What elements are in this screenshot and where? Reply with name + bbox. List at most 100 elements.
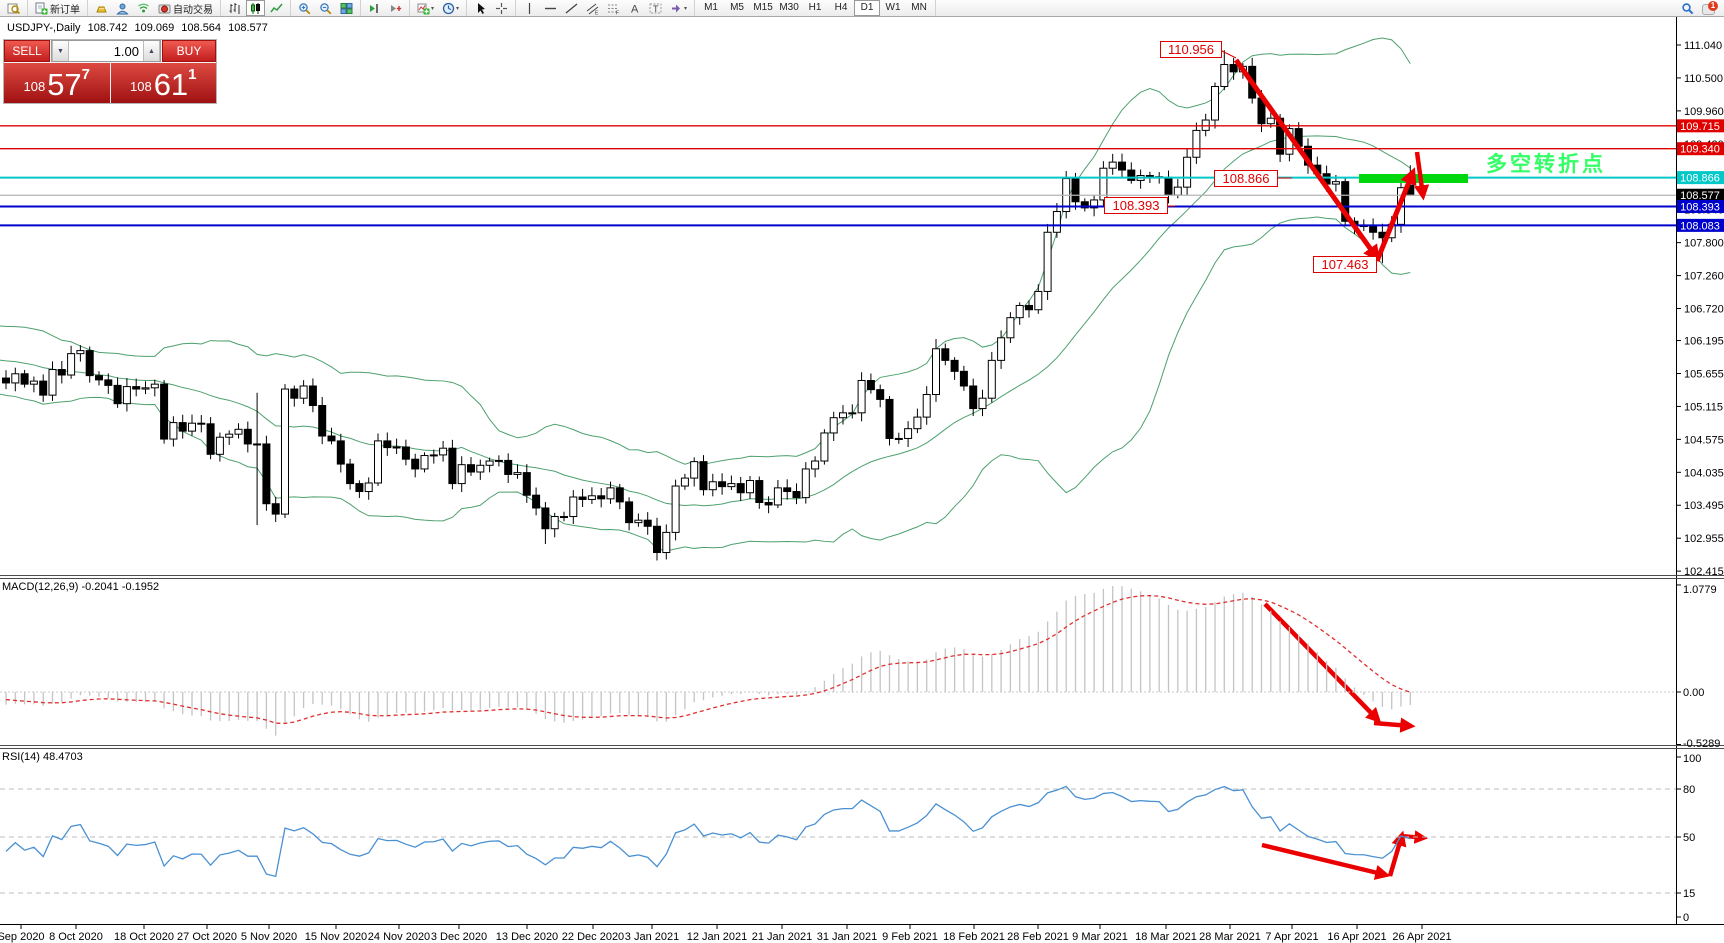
volume-increase-button[interactable]: ▲ [143,41,160,61]
toolbar-group [291,0,361,16]
zoom-out-icon [320,2,332,14]
profile-button[interactable] [113,0,132,16]
hline-button[interactable] [541,0,560,16]
svg-text:50: 50 [1683,832,1695,844]
timeframe-d1-button[interactable]: D1 [854,0,881,16]
shift-cursor-button[interactable] [386,0,405,16]
red-trend-arrow[interactable] [1387,830,1407,877]
svg-text:109.960: 109.960 [1684,106,1724,118]
bollinger-middle-band [0,135,1411,507]
dropdown-caret-icon[interactable]: ▾ [456,5,460,12]
price-tag [1677,142,1724,156]
svg-text:108.866: 108.866 [1680,173,1720,185]
price-tag [1677,171,1724,185]
text-a-icon: A [631,3,639,15]
sell-price-panel[interactable]: 108 57 7 [4,63,110,103]
new-order-button[interactable]: 新订单 [32,0,83,16]
zoom-in-button[interactable] [295,0,314,16]
svg-text:110.500: 110.500 [1684,73,1723,85]
channel-button[interactable]: E [583,0,602,16]
buy-price-panel[interactable]: 108 61 1 [110,63,216,103]
svg-text:108.083: 108.083 [1680,220,1720,232]
symbol-name: USDJPY-,Daily [7,22,81,34]
macd-indicator-label: MACD(12,26,9) -0.2041 -0.1952 [2,581,160,593]
timeframe-h4-button[interactable]: H4 [834,2,848,13]
add-indicator-button[interactable]: ▾ [414,0,437,16]
rsi-panel[interactable] [0,785,1676,894]
fibonacci-button[interactable]: F [604,0,623,16]
ohlc-high: 109.069 [134,22,175,34]
dropdown-caret-icon[interactable]: ▾ [431,5,435,12]
clock-button[interactable]: ▾ [439,0,462,16]
date-tick-label: 3 Dec 2020 [431,931,487,943]
zoom-in-icon [299,2,311,14]
chart-search-button[interactable] [4,0,23,16]
price-tag [1677,188,1724,202]
red-trend-arrow[interactable] [1413,151,1430,201]
timeframe-m30-button[interactable]: M30 [779,2,799,13]
main-chart-panel[interactable] [0,37,1415,561]
buy-button[interactable]: BUY [162,40,216,62]
vline-button[interactable] [520,0,539,16]
date-tick-label: 28 Mar 2021 [1199,931,1261,943]
search-icon[interactable] [1678,0,1697,16]
trendline-button[interactable] [562,0,581,16]
new-order-label: 新订单 [50,4,80,16]
bar-chart-button[interactable] [225,0,244,16]
timeframe-w1-button[interactable]: W1 [885,2,901,13]
volume-input[interactable] [69,41,143,61]
sell-price-point: 7 [81,66,91,83]
volume-decrease-button[interactable]: ▼ [52,41,69,61]
red-trend-arrow[interactable] [1263,602,1382,724]
date-tick-label: 8 Oct 2020 [49,931,103,943]
notifications-icon[interactable]: 1 [1699,0,1719,16]
tile-windows-button[interactable] [337,0,356,16]
trend-arrows [1166,49,1430,880]
fibonacci-icon: F [608,4,619,15]
sell-price-figure: 108 [23,79,46,94]
crosshair-button[interactable] [492,0,511,16]
svg-text:106.720: 106.720 [1684,304,1724,316]
gold-icon [96,6,107,12]
svg-text:E: E [595,10,599,15]
svg-text:0.00: 0.00 [1683,687,1704,699]
cursor-button[interactable] [471,0,490,16]
red-trend-arrow[interactable] [1261,842,1391,880]
signal-button[interactable] [134,0,153,16]
ohlc-close: 108.577 [228,22,268,34]
zoom-out-button[interactable] [316,0,335,16]
timeframe-m5-button[interactable]: M5 [730,2,744,13]
text-a-button[interactable]: A [625,0,644,16]
macd-panel[interactable] [0,586,1676,736]
timeframe-mn-button[interactable]: MN [911,2,927,13]
candlestick-series[interactable] [2,50,1415,561]
red-trend-arrow[interactable] [1374,167,1417,262]
toolbar-group: E F A T ▾ [516,0,696,16]
date-axis[interactable]: Sep 2020 8 Oct 2020 18 Oct 2020 27 Oct 2020… [0,925,1452,943]
svg-text:1.0779: 1.0779 [1683,584,1717,596]
red-trend-arrow[interactable] [1233,58,1380,263]
text-label-button[interactable]: T [646,0,665,16]
timeframe-m15-button[interactable]: M15 [753,2,773,13]
autotrade-label: 自动交易 [173,4,213,16]
candles-button[interactable] [246,0,265,16]
price-axis[interactable]: 111.040110.500109.960109.420108.880108.3… [1677,40,1724,924]
line-chart-button[interactable] [267,0,286,16]
toolbar-group [221,0,291,16]
gold-button[interactable] [92,0,111,16]
trendline-icon [565,2,578,14]
dropdown-caret-icon[interactable]: ▾ [684,5,688,12]
line-chart-icon [270,3,283,12]
timeframe-h1-button[interactable]: H1 [808,2,822,13]
rsi-indicator-label: RSI(14) 48.4703 [2,751,83,763]
date-tick-label: 5 Nov 2020 [241,931,297,943]
arrows-button[interactable]: ▾ [667,0,690,16]
sell-button[interactable]: SELL [4,40,50,62]
timeframe-m1-button[interactable]: M1 [704,2,718,13]
autotrade-button[interactable]: 自动交易 [155,0,216,16]
svg-text:103.495: 103.495 [1684,500,1724,512]
red-trend-arrow[interactable] [1373,717,1416,733]
shift-end-button[interactable] [365,0,384,16]
